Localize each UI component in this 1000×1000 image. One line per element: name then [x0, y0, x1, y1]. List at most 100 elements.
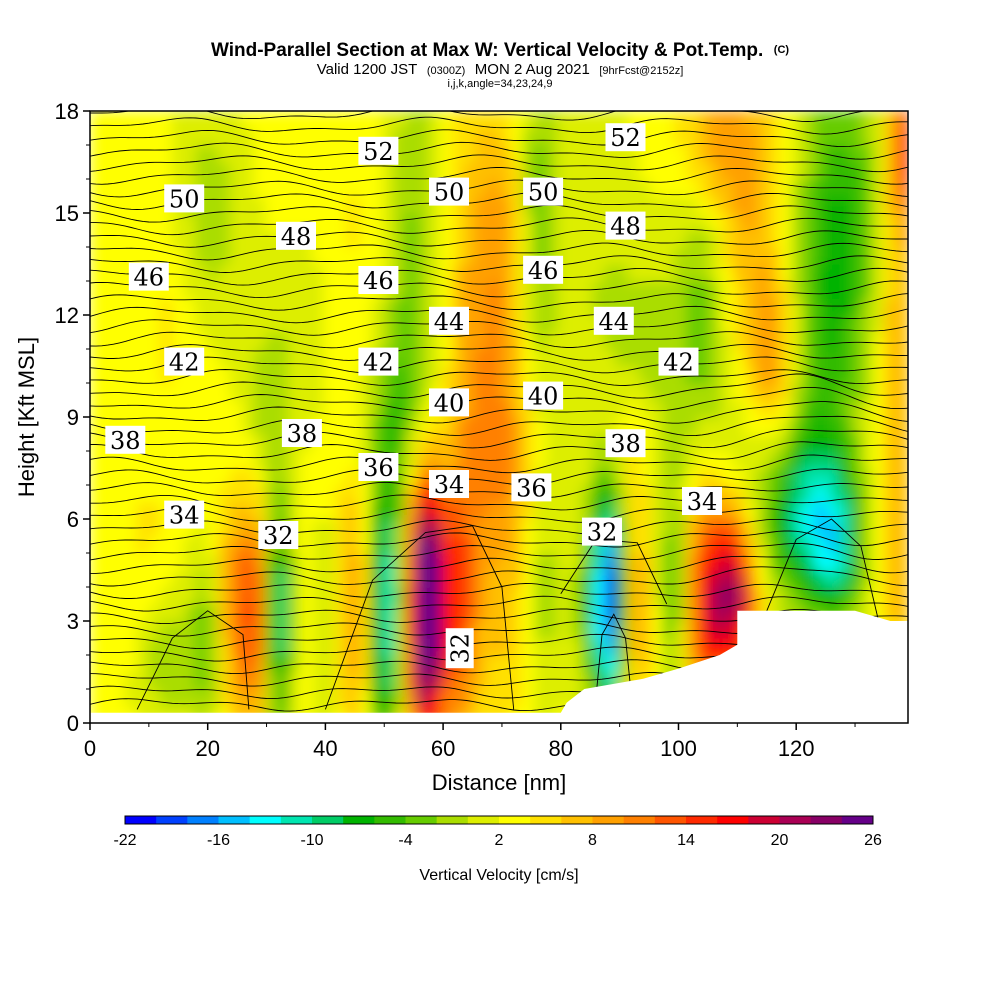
velocity-cell — [826, 553, 839, 571]
velocity-cell — [802, 451, 816, 469]
velocity-cell — [767, 502, 781, 520]
velocity-cell — [802, 230, 816, 248]
velocity-cell — [510, 264, 524, 282]
velocity-cell — [534, 145, 547, 163]
velocity-cell — [662, 298, 676, 316]
velocity-cell — [195, 145, 208, 163]
contour-label: 42 — [358, 347, 399, 377]
contour-label: 48 — [276, 221, 316, 251]
velocity-cell — [195, 111, 208, 129]
velocity-cell — [276, 468, 290, 486]
velocity-cell — [288, 128, 302, 146]
velocity-cell — [440, 128, 454, 146]
velocity-cell — [569, 332, 582, 350]
velocity-cell — [171, 570, 185, 588]
velocity-cell — [230, 281, 243, 299]
x-axis: 0 20 40 60 80 100 120 — [84, 723, 856, 761]
velocity-cell — [721, 145, 734, 163]
isentrope-line — [90, 154, 908, 173]
velocity-cell — [218, 315, 232, 333]
velocity-cell — [662, 434, 676, 452]
contour-label: 38 — [281, 419, 322, 448]
velocity-cell — [136, 536, 150, 554]
velocity-cell — [312, 638, 325, 656]
velocity-cell — [101, 128, 115, 146]
velocity-cell — [662, 111, 676, 129]
velocity-cell — [335, 519, 348, 537]
velocity-cell — [475, 672, 489, 690]
velocity-cell — [592, 111, 605, 129]
velocity-cell — [241, 502, 255, 520]
velocity-cell — [814, 468, 827, 486]
velocity-cell — [569, 349, 582, 367]
velocity-cell — [276, 196, 290, 214]
velocity-cell — [732, 400, 746, 418]
velocity-cell — [685, 145, 699, 163]
velocity-cell — [312, 689, 325, 707]
velocity-cell — [405, 400, 418, 418]
velocity-cell — [183, 298, 196, 316]
velocity-cell — [136, 298, 150, 316]
velocity-cell — [674, 451, 687, 469]
velocity-cell — [872, 349, 886, 367]
velocity-cell — [697, 111, 711, 129]
velocity-cell — [756, 349, 769, 367]
velocity-cell — [592, 400, 605, 418]
velocity-cell — [428, 604, 442, 622]
velocity-cell — [802, 332, 816, 350]
velocity-cell — [405, 451, 418, 469]
x-tick-label: 0 — [84, 736, 96, 761]
velocity-cell — [534, 536, 547, 554]
velocity-cell — [732, 315, 746, 333]
velocity-cell — [802, 400, 816, 418]
velocity-cell — [662, 638, 676, 656]
velocity-cell — [428, 587, 442, 605]
velocity-cell — [475, 417, 489, 435]
velocity-cell — [125, 128, 138, 146]
velocity-cell — [160, 451, 173, 469]
velocity-cell — [276, 587, 290, 605]
velocity-cell — [721, 349, 734, 367]
velocity-cell — [136, 332, 150, 350]
velocity-cell — [557, 485, 570, 503]
velocity-cell — [534, 281, 547, 299]
velocity-cell — [475, 145, 489, 163]
velocity-cell — [382, 400, 395, 418]
velocity-cell — [802, 383, 816, 401]
velocity-cell — [849, 366, 863, 384]
velocity-cell — [510, 145, 524, 163]
velocity-cell — [358, 179, 372, 197]
velocity-cell — [347, 196, 360, 214]
velocity-cell — [650, 298, 664, 316]
velocity-cell — [417, 332, 430, 350]
velocity-cell — [265, 485, 278, 503]
velocity-cell — [826, 451, 839, 469]
velocity-cell — [791, 349, 804, 367]
velocity-cell — [639, 655, 652, 673]
velocity-cell — [370, 655, 383, 673]
velocity-cell — [417, 434, 430, 452]
velocity-cell — [837, 145, 851, 163]
velocity-cell — [452, 145, 465, 163]
velocity-cell — [312, 383, 325, 401]
velocity-cell — [90, 128, 103, 146]
velocity-cell — [113, 689, 126, 707]
velocity-cell — [347, 349, 360, 367]
velocity-cell — [569, 536, 582, 554]
velocity-cell — [639, 604, 652, 622]
velocity-cell — [90, 264, 103, 282]
velocity-cell — [382, 111, 395, 129]
velocity-cell — [171, 689, 185, 707]
velocity-cell — [370, 621, 383, 639]
velocity-cell — [650, 281, 664, 299]
velocity-cell — [534, 434, 547, 452]
velocity-cell — [732, 196, 746, 214]
velocity-cell — [791, 315, 804, 333]
velocity-cell — [814, 315, 827, 333]
velocity-cell — [323, 604, 337, 622]
velocity-cell — [721, 417, 734, 435]
velocity-cell — [101, 689, 115, 707]
velocity-cell — [90, 196, 103, 214]
velocity-cell — [615, 179, 629, 197]
velocity-cell — [265, 213, 278, 231]
